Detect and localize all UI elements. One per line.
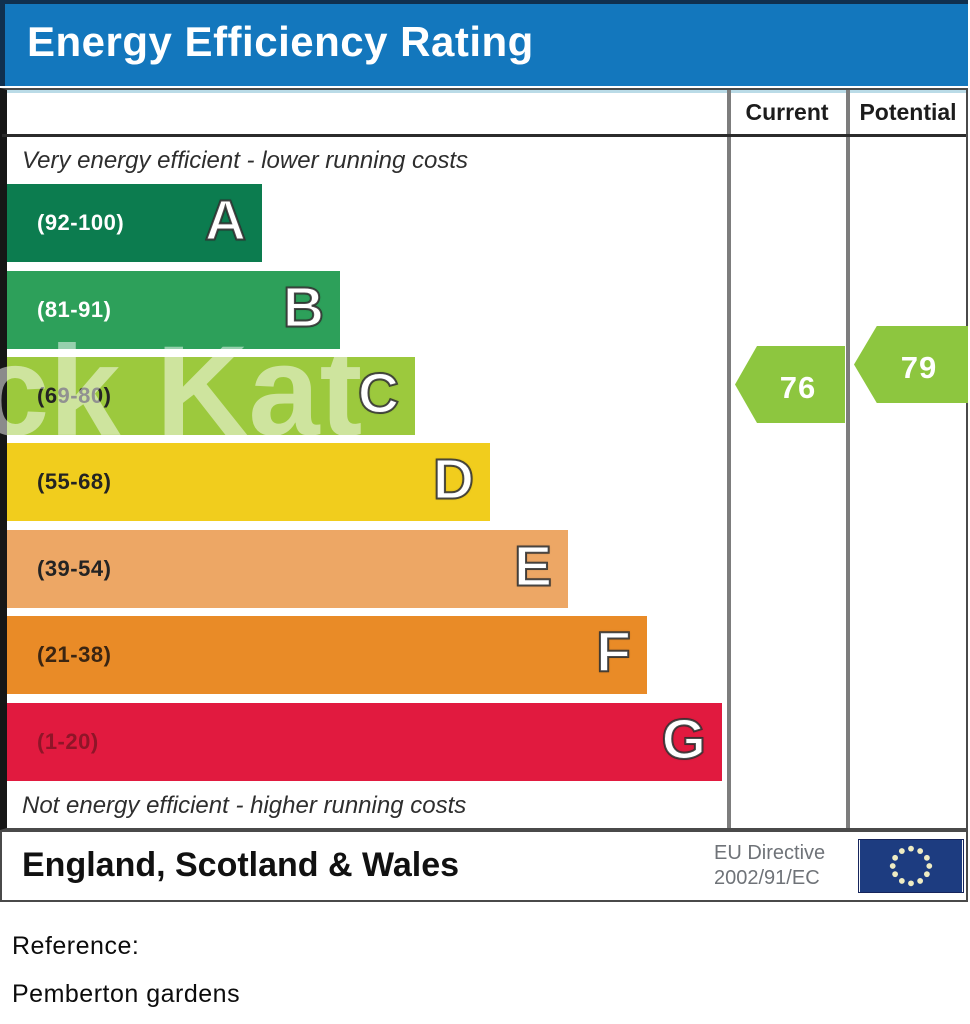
- footer-bar: England, Scotland & Wales EU Directive 2…: [0, 830, 968, 902]
- band-range-label: (69-80): [37, 383, 112, 408]
- band-letter: B: [282, 274, 325, 340]
- band-range-label: (1-20): [37, 729, 99, 754]
- current-rating-value: 76: [779, 369, 817, 405]
- reference-value: Pemberton gardens: [12, 980, 241, 1008]
- eu-flag-icon: [858, 839, 964, 893]
- potential-rating-arrow: 79: [854, 326, 968, 403]
- band-range-label: (55-68): [37, 469, 112, 494]
- band-row-B: (81-91) B: [7, 271, 340, 349]
- region-label: England, Scotland & Wales: [22, 846, 460, 884]
- column-header-current: Current: [745, 99, 829, 125]
- band-row-G: (1-20) G: [7, 703, 722, 781]
- eu-directive-line2: 2002/91/EC: [714, 867, 820, 889]
- band-letter: C: [357, 360, 400, 426]
- page-title: Energy Efficiency Rating: [27, 18, 534, 65]
- header-bottom-border: [2, 134, 966, 137]
- band-range-label: (21-38): [37, 642, 112, 667]
- title-bar: Energy Efficiency Rating: [0, 0, 968, 86]
- eu-directive-label: EU Directive 2002/91/EC: [714, 841, 825, 891]
- band-letter: D: [432, 446, 475, 512]
- band-row-F: (21-38) F: [7, 616, 647, 694]
- band-row-A: (92-100) A: [7, 184, 262, 262]
- potential-column-divider: [846, 90, 850, 828]
- current-column-divider: [727, 90, 731, 828]
- caption-not-efficient: Not energy efficient - higher running co…: [22, 792, 467, 819]
- band-range-label: (39-54): [37, 556, 112, 581]
- current-rating-arrow: 76: [735, 346, 845, 423]
- column-header-potential: Potential: [859, 99, 957, 125]
- potential-rating-value: 79: [900, 349, 938, 385]
- band-row-D: (55-68) D: [7, 443, 490, 521]
- band-letter: F: [595, 619, 632, 685]
- band-letter: G: [661, 706, 707, 772]
- caption-very-efficient: Very energy efficient - lower running co…: [22, 147, 468, 174]
- band-letter: E: [513, 533, 553, 599]
- band-range-label: (92-100): [37, 210, 125, 235]
- eu-directive-line1: EU Directive: [714, 842, 826, 864]
- band-row-E: (39-54) E: [7, 530, 568, 608]
- header-accent-strip: [7, 90, 966, 93]
- band-letter: A: [204, 187, 247, 253]
- band-range-label: (81-91): [37, 297, 112, 322]
- reference-label: Reference:: [12, 932, 140, 960]
- band-row-C: (69-80) C: [7, 357, 415, 435]
